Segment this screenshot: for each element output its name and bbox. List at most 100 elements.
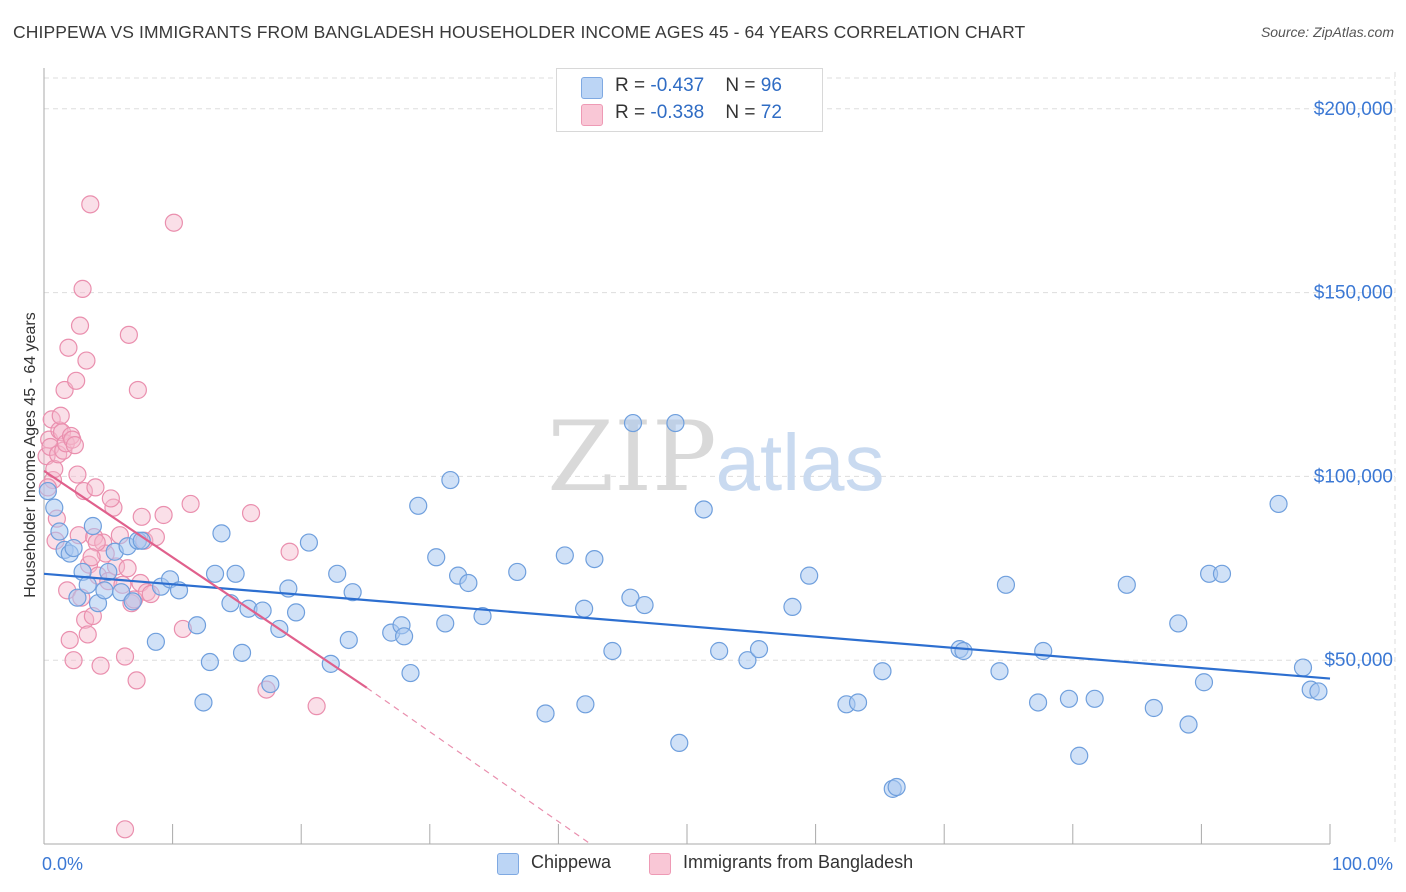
- chippewa-point: [132, 531, 151, 550]
- chippewa-point: [800, 566, 819, 585]
- bangladesh-point: [91, 656, 110, 675]
- bangladesh-point: [280, 542, 299, 561]
- legend-n-label: N =: [725, 102, 761, 123]
- bangladesh-point: [154, 505, 173, 525]
- chippewa-point: [1194, 673, 1214, 692]
- bottom-legend-label: Immigrants from Bangladesh: [683, 852, 914, 872]
- y-axis-label: Householder Income Ages 45 - 64 years: [22, 312, 39, 598]
- chippewa-point: [436, 614, 455, 633]
- bangladesh-trend-extension: [366, 687, 591, 845]
- legend-r-value: -0.437: [650, 75, 705, 96]
- chippewa-point: [508, 562, 527, 582]
- bangladesh-point: [68, 465, 87, 484]
- chippewa-point: [95, 581, 114, 600]
- chippewa-point: [990, 662, 1009, 681]
- bangladesh-point: [70, 316, 90, 335]
- chippewa-point: [996, 575, 1016, 594]
- source-credit: Source: ZipAtlas.com: [1260, 24, 1394, 40]
- chippewa-point: [1070, 746, 1089, 765]
- chippewa-point: [585, 549, 604, 569]
- x-tick-label-max: 100.0%: [1332, 854, 1393, 874]
- chippewa-point: [50, 522, 69, 541]
- bangladesh-point: [81, 195, 100, 214]
- trend-lines: [43, 469, 1331, 845]
- chippewa-point: [286, 603, 306, 622]
- chippewa-point: [1117, 575, 1136, 594]
- bangladesh-point: [67, 371, 86, 390]
- bangladesh-point: [115, 647, 135, 666]
- chippewa-point: [555, 546, 574, 565]
- chippewa-point: [1169, 614, 1188, 633]
- bangladesh-point: [82, 548, 101, 567]
- chippewa-point: [401, 663, 420, 683]
- chippewa-point: [670, 733, 689, 753]
- x-tick-label-min: 0.0%: [42, 854, 83, 874]
- chart-title: CHIPPEWA VS IMMIGRANTS FROM BANGLADESH H…: [13, 22, 1026, 42]
- chippewa-points: [38, 413, 1328, 798]
- chippewa-point: [427, 548, 446, 567]
- chippewa-point: [146, 632, 165, 651]
- chippewa-point: [749, 640, 769, 659]
- chippewa-point: [623, 413, 643, 433]
- bangladesh-point: [115, 820, 135, 839]
- chippewa-point: [887, 777, 906, 797]
- chippewa-point: [299, 533, 319, 552]
- chippewa-point: [848, 693, 868, 712]
- legend-r-label: R =: [615, 75, 651, 96]
- bangladesh-point: [65, 436, 84, 455]
- legend-n-value: 72: [760, 102, 782, 123]
- chippewa-point: [710, 641, 729, 661]
- chippewa-point: [409, 496, 428, 515]
- legend-r-label: R =: [615, 102, 651, 123]
- y-tick-label: $200,000: [1314, 99, 1393, 120]
- bangladesh-point: [59, 338, 78, 357]
- chippewa-point: [194, 693, 213, 712]
- chippewa-point: [187, 616, 207, 635]
- chippewa-point: [1212, 564, 1232, 583]
- chippewa-point: [123, 592, 142, 611]
- chippewa-point: [576, 695, 595, 714]
- chippewa-point: [200, 652, 219, 672]
- y-tick-label: $150,000: [1314, 283, 1393, 304]
- bangladesh-point: [164, 213, 183, 232]
- gridlines: [44, 72, 1396, 844]
- bangladesh-point: [307, 697, 326, 716]
- chippewa-point: [473, 606, 492, 626]
- legend-swatch-blue: [581, 77, 603, 99]
- bangladesh-point: [64, 651, 83, 670]
- bangladesh-point: [60, 630, 79, 650]
- legend-r-value: -0.338: [650, 102, 705, 123]
- y-tick-label: $50,000: [1324, 650, 1393, 671]
- bottom-legend-label: Chippewa: [531, 852, 612, 872]
- bangladesh-point: [101, 489, 120, 508]
- correlation-legend: R = -0.437 N = 96 R = -0.338 N = 72: [556, 68, 823, 132]
- chippewa-point: [873, 662, 892, 681]
- bangladesh-point: [241, 504, 261, 523]
- chippewa-point: [1293, 658, 1313, 677]
- chippewa-point: [1059, 689, 1079, 708]
- chippewa-point: [83, 516, 102, 536]
- chippewa-point: [68, 588, 87, 607]
- bangladesh-point: [132, 507, 151, 526]
- chippewa-point: [459, 573, 478, 593]
- chippewa-point: [666, 413, 685, 433]
- chippewa-point: [1269, 494, 1288, 514]
- bangladesh-point: [77, 351, 96, 370]
- chippewa-point: [45, 498, 64, 517]
- bangladesh-point: [86, 478, 105, 497]
- chippewa-point: [441, 470, 460, 490]
- tick-labels: $50,000 $100,000 $150,000 $200,000 0.0% 100.0…: [42, 99, 1393, 874]
- legend-n-label: N =: [725, 75, 761, 96]
- bottom-swatch-pink: [649, 853, 671, 875]
- bangladesh-point: [128, 380, 147, 400]
- chippewa-point: [339, 630, 358, 650]
- chippewa-point: [954, 641, 973, 661]
- bangladesh-point: [181, 494, 200, 514]
- chippewa-point: [1179, 715, 1198, 734]
- bangladesh-point: [51, 406, 70, 425]
- chippewa-point: [343, 583, 362, 602]
- bangladesh-trend-line: [43, 469, 368, 689]
- chippewa-point: [99, 562, 118, 582]
- chippewa-point: [635, 595, 654, 615]
